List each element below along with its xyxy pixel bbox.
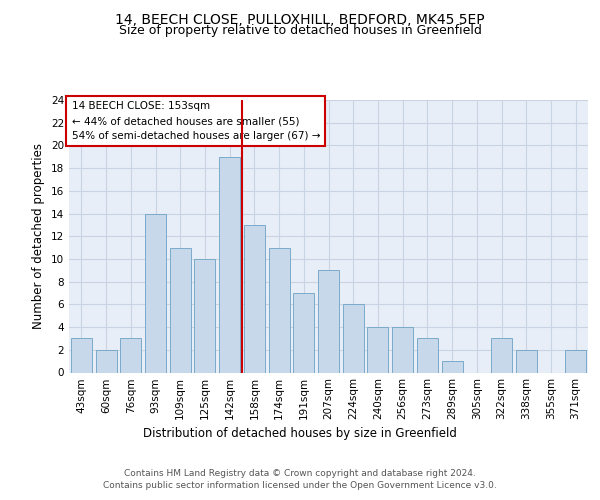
Text: Distribution of detached houses by size in Greenfield: Distribution of detached houses by size …	[143, 428, 457, 440]
Text: Contains HM Land Registry data © Crown copyright and database right 2024.
Contai: Contains HM Land Registry data © Crown c…	[103, 469, 497, 490]
Bar	[145, 214, 166, 372]
Y-axis label: Number of detached properties: Number of detached properties	[32, 143, 46, 329]
Bar	[417, 338, 438, 372]
Text: 14, BEECH CLOSE, PULLOXHILL, BEDFORD, MK45 5EP: 14, BEECH CLOSE, PULLOXHILL, BEDFORD, MK…	[115, 12, 485, 26]
Bar	[565, 350, 586, 372]
Bar	[71, 338, 92, 372]
Bar	[516, 350, 537, 372]
Bar	[120, 338, 141, 372]
Bar	[269, 248, 290, 372]
Text: 14 BEECH CLOSE: 153sqm
← 44% of detached houses are smaller (55)
54% of semi-det: 14 BEECH CLOSE: 153sqm ← 44% of detached…	[71, 102, 320, 141]
Bar	[293, 293, 314, 372]
Bar	[95, 350, 116, 372]
Bar	[442, 361, 463, 372]
Bar	[219, 157, 240, 372]
Bar	[343, 304, 364, 372]
Text: Size of property relative to detached houses in Greenfield: Size of property relative to detached ho…	[119, 24, 481, 37]
Bar	[367, 327, 388, 372]
Bar	[194, 259, 215, 372]
Bar	[244, 225, 265, 372]
Bar	[170, 248, 191, 372]
Bar	[318, 270, 339, 372]
Bar	[491, 338, 512, 372]
Bar	[392, 327, 413, 372]
